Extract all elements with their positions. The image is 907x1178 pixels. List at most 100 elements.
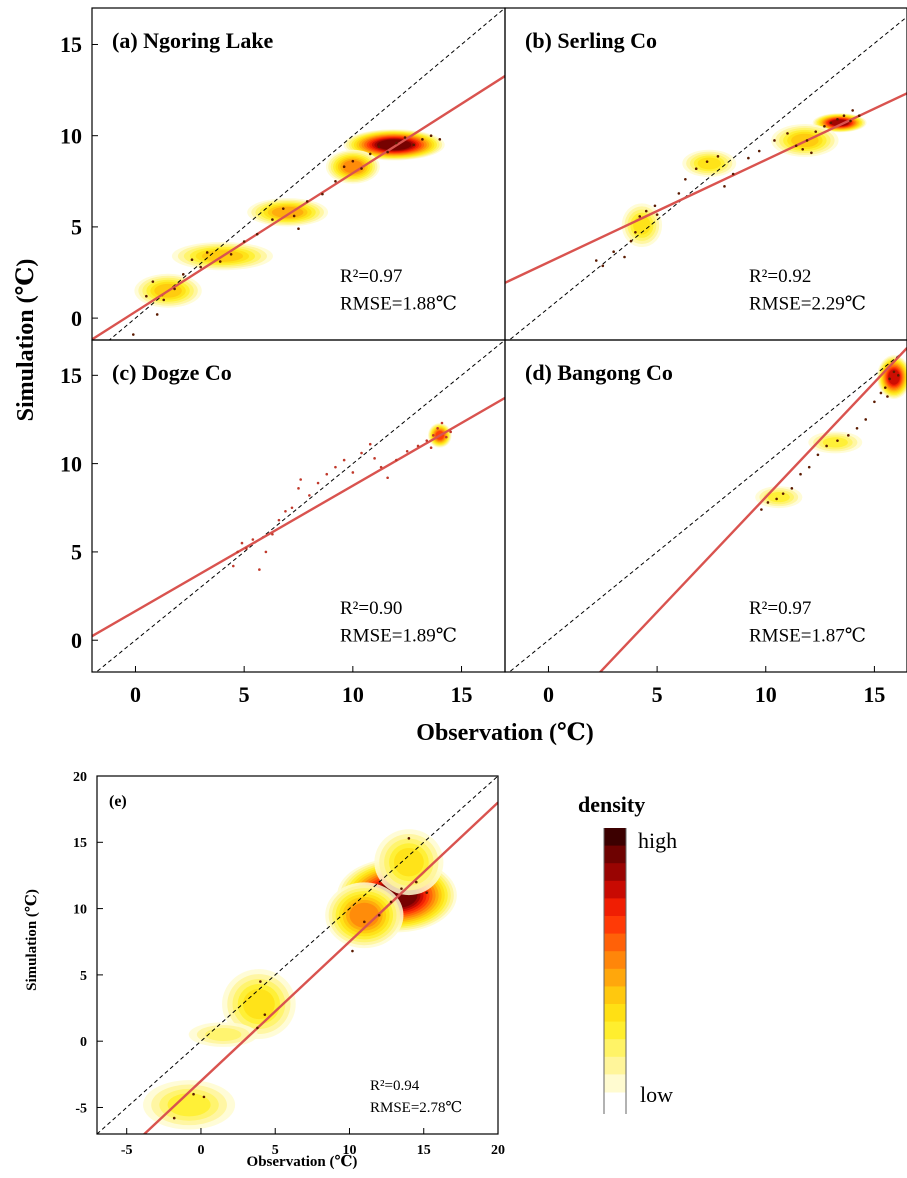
- y-tick-label: 5: [80, 969, 87, 984]
- data-point: [723, 185, 726, 188]
- panel-title: (e): [109, 793, 127, 810]
- data-point: [395, 458, 398, 462]
- data-point: [325, 472, 329, 476]
- data-point: [218, 260, 222, 263]
- identity-line: [95, 340, 505, 672]
- data-point: [731, 172, 735, 176]
- data-point: [205, 251, 209, 254]
- identity-line: [508, 16, 907, 340]
- y-tick-label: 15: [73, 836, 87, 851]
- data-point: [760, 508, 763, 511]
- x-tick-label: 5: [239, 682, 250, 707]
- density-contour: [205, 1028, 242, 1042]
- data-point: [229, 252, 233, 256]
- data-point: [801, 147, 804, 151]
- data-point: [351, 949, 354, 953]
- data-point: [284, 509, 287, 513]
- density-region: [427, 423, 452, 448]
- data-point: [255, 232, 259, 236]
- data-point: [775, 497, 778, 501]
- data-point: [799, 472, 802, 476]
- legend-swatch: [604, 916, 626, 935]
- rmse-label: RMSE=1.87℃: [749, 626, 866, 647]
- density-region: [325, 149, 380, 184]
- data-point: [173, 287, 176, 291]
- x-tick-label: 10: [755, 682, 777, 707]
- data-point: [425, 891, 429, 894]
- data-point: [292, 214, 296, 218]
- panel-a-ngoring-lake: 0 5 10 15 (a) Ngoring Lake R²=0.97 RMSE=1.88℃: [60, 7, 506, 341]
- data-point: [445, 435, 448, 439]
- data-point: [653, 204, 657, 208]
- data-point: [440, 421, 444, 425]
- data-point: [259, 980, 262, 983]
- x-tick-label: 10: [342, 682, 364, 707]
- x-tick-label: 15: [417, 1143, 431, 1158]
- regression-line: [142, 801, 498, 1134]
- density-region: [682, 149, 737, 178]
- y-tick-label: 0: [71, 628, 82, 653]
- r2-label: R²=0.97: [340, 266, 402, 287]
- data-point: [308, 494, 311, 497]
- r2-label: R²=0.90: [340, 598, 402, 619]
- data-point: [888, 377, 891, 381]
- data-point: [155, 313, 159, 316]
- data-point: [245, 547, 248, 550]
- data-point: [864, 418, 868, 421]
- data-point: [400, 887, 403, 891]
- density-contour: [349, 902, 380, 928]
- data-point: [594, 259, 598, 262]
- data-point: [766, 501, 770, 504]
- y-tick-label: 15: [60, 363, 82, 388]
- legend-swatch: [604, 1004, 626, 1023]
- data-point: [794, 144, 798, 148]
- data-point: [655, 213, 659, 216]
- data-point: [297, 487, 300, 490]
- data-point: [873, 400, 876, 404]
- data-point: [412, 143, 416, 147]
- regression-line: [598, 347, 907, 672]
- data-point: [172, 1116, 176, 1120]
- density-region: [143, 1080, 236, 1130]
- top-x-axis-label: Observation (℃): [416, 720, 593, 746]
- y-tick-label: 20: [73, 770, 87, 785]
- panel-title: (d) Bangong Co: [525, 360, 673, 385]
- x-tick-label: -5: [121, 1143, 133, 1158]
- data-point: [829, 121, 833, 125]
- plot-area: [508, 347, 907, 672]
- data-point: [299, 478, 302, 481]
- plot-area: [505, 16, 907, 340]
- data-point: [807, 465, 811, 469]
- panel-frame: [504, 339, 907, 673]
- legend-high-label: high: [638, 828, 677, 853]
- data-point: [814, 130, 818, 133]
- regression-line: [92, 75, 505, 340]
- data-point: [790, 487, 794, 490]
- legend-swatch: [604, 951, 626, 970]
- y-tick-label: 15: [60, 32, 82, 57]
- panel-title: (c) Dogze Co: [112, 360, 232, 385]
- data-point: [644, 209, 648, 213]
- density-region: [188, 1022, 258, 1047]
- data-point: [334, 179, 337, 183]
- data-point: [623, 255, 626, 259]
- panel-c-dogze-co: 0 5 10 15 0 5 10 15 (c) Dogze Co R²=0.90 RMSE=1.89…: [60, 339, 506, 707]
- panel-title: (b) Serling Co: [525, 28, 657, 53]
- x-tick-label: 5: [272, 1143, 279, 1158]
- data-point: [781, 492, 785, 495]
- x-tick-label: 0: [543, 682, 554, 707]
- data-point: [601, 264, 605, 268]
- r2-label: R²=0.97: [749, 598, 811, 619]
- panel-b-serling-co: (b) Serling Co R²=0.92 RMSE=2.29℃: [504, 7, 907, 341]
- bottom-y-axis-label: Simulation (℃): [24, 889, 40, 991]
- data-point: [360, 167, 363, 170]
- data-point: [816, 453, 820, 457]
- data-point: [316, 481, 320, 485]
- data-point: [263, 1013, 267, 1016]
- data-point: [368, 442, 372, 446]
- data-point: [823, 125, 826, 128]
- data-point: [429, 134, 433, 137]
- data-point: [251, 538, 255, 541]
- density-contour: [830, 119, 849, 127]
